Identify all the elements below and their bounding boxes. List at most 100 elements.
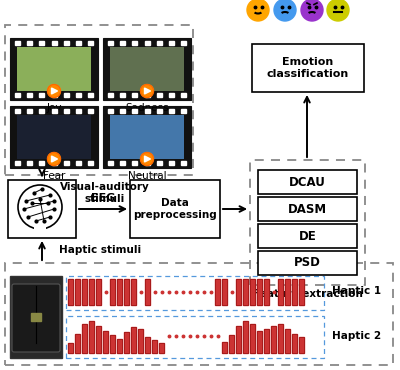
Bar	[271, 326, 276, 353]
Bar	[108, 161, 113, 165]
Circle shape	[48, 84, 60, 98]
Bar	[181, 93, 186, 97]
Bar	[229, 335, 234, 353]
Bar	[76, 109, 81, 113]
FancyBboxPatch shape	[252, 44, 364, 92]
Bar	[103, 331, 108, 353]
Bar	[120, 161, 125, 165]
Bar	[181, 109, 186, 113]
Bar	[264, 279, 269, 305]
Bar	[145, 279, 150, 305]
Bar	[64, 109, 69, 113]
Bar	[117, 279, 122, 305]
Bar	[88, 109, 93, 113]
Bar	[138, 329, 143, 353]
Bar	[257, 331, 262, 353]
Bar	[157, 161, 162, 165]
Bar	[64, 161, 69, 165]
Bar	[96, 279, 101, 305]
Bar	[89, 321, 94, 353]
FancyBboxPatch shape	[110, 47, 184, 91]
FancyBboxPatch shape	[10, 276, 62, 358]
Bar	[181, 41, 186, 45]
Bar	[96, 326, 101, 353]
Polygon shape	[52, 88, 58, 94]
Bar	[82, 324, 87, 353]
Bar	[229, 335, 234, 353]
Bar	[76, 93, 81, 97]
Text: DE: DE	[299, 229, 316, 242]
FancyBboxPatch shape	[17, 115, 91, 159]
Bar	[76, 161, 81, 165]
Polygon shape	[52, 156, 58, 162]
Bar	[27, 93, 32, 97]
Bar	[131, 279, 136, 305]
Bar	[299, 337, 304, 353]
Bar	[144, 93, 150, 97]
FancyBboxPatch shape	[258, 224, 357, 248]
Bar	[88, 93, 93, 97]
Circle shape	[140, 152, 154, 165]
Bar	[144, 41, 150, 45]
Bar	[144, 109, 150, 113]
FancyBboxPatch shape	[258, 197, 357, 221]
FancyBboxPatch shape	[103, 106, 191, 168]
Bar	[132, 93, 137, 97]
FancyBboxPatch shape	[258, 170, 357, 194]
Bar	[82, 324, 87, 353]
Bar	[264, 279, 269, 305]
Bar	[250, 279, 255, 305]
Bar	[236, 326, 241, 353]
Bar	[257, 279, 262, 305]
Bar	[278, 279, 283, 305]
Bar	[110, 335, 115, 353]
Polygon shape	[144, 88, 150, 94]
FancyBboxPatch shape	[103, 38, 191, 100]
Bar	[222, 342, 227, 353]
Bar	[222, 279, 227, 305]
Text: Emotion
classification: Emotion classification	[267, 57, 349, 79]
Text: Fear: Fear	[43, 171, 65, 181]
Bar	[89, 279, 94, 305]
Bar	[64, 93, 69, 97]
Text: Neutral: Neutral	[128, 171, 166, 181]
Bar	[88, 41, 93, 45]
Bar	[215, 279, 220, 305]
Bar	[117, 339, 122, 353]
Text: PSD: PSD	[294, 256, 321, 269]
Bar	[110, 279, 115, 305]
Bar	[257, 279, 262, 305]
Text: Haptic 2: Haptic 2	[332, 331, 381, 341]
Bar	[34, 226, 46, 236]
Bar	[292, 279, 297, 305]
Bar	[222, 342, 227, 353]
Text: DASM: DASM	[288, 202, 327, 215]
Bar	[52, 41, 56, 45]
Bar	[68, 343, 73, 353]
Bar	[39, 93, 44, 97]
Bar	[15, 161, 20, 165]
Bar	[15, 93, 20, 97]
Bar	[39, 41, 44, 45]
Bar	[243, 279, 248, 305]
Bar	[264, 329, 269, 353]
Bar	[132, 41, 137, 45]
Bar	[39, 161, 44, 165]
Bar	[278, 279, 283, 305]
Bar	[39, 109, 44, 113]
Bar	[138, 329, 143, 353]
Bar	[64, 41, 69, 45]
Bar	[117, 339, 122, 353]
FancyBboxPatch shape	[12, 284, 60, 352]
Circle shape	[48, 152, 60, 165]
FancyBboxPatch shape	[110, 115, 184, 159]
Bar	[52, 161, 56, 165]
Bar	[152, 340, 157, 353]
Bar	[76, 41, 81, 45]
Text: DCAU: DCAU	[289, 175, 326, 188]
Bar	[250, 324, 255, 353]
Bar	[285, 329, 290, 353]
Bar	[159, 343, 164, 353]
Bar	[236, 279, 241, 305]
Bar	[117, 279, 122, 305]
